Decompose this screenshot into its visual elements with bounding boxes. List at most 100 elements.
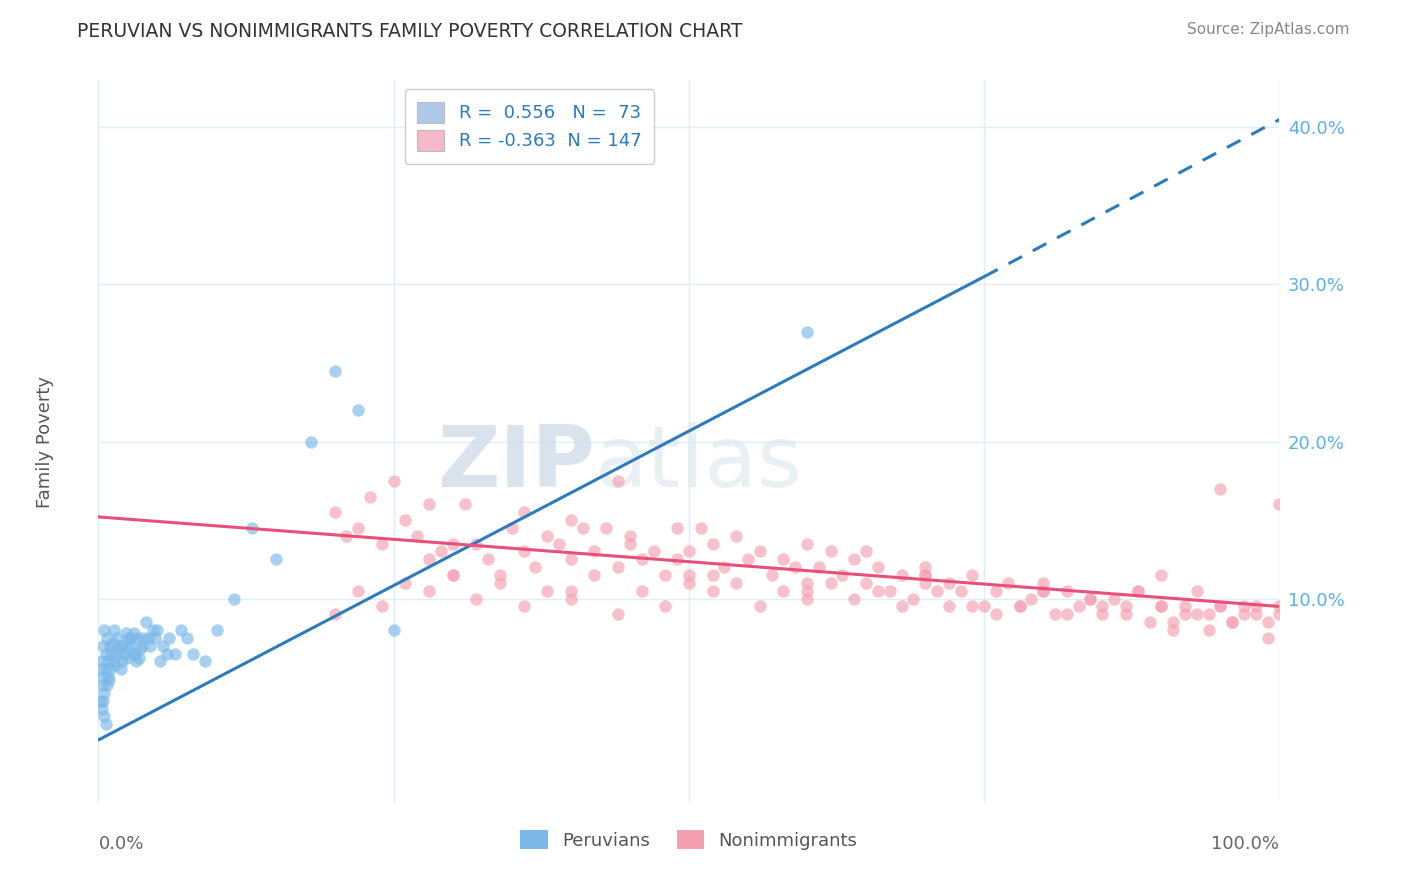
Point (1209, 599, 1232, 614)
Point (1056, 583, 1078, 598)
Text: PERUVIAN VS NONIMMIGRANTS FAMILY POVERTY CORRELATION CHART: PERUVIAN VS NONIMMIGRANTS FAMILY POVERTY… (77, 22, 742, 41)
Point (678, 568, 700, 582)
Point (702, 536, 724, 550)
Point (796, 575, 818, 590)
Point (110, 662, 132, 676)
Point (149, 655, 172, 669)
Point (93, 686, 115, 700)
Point (1032, 583, 1054, 598)
Point (170, 623, 193, 637)
Point (914, 560, 936, 574)
Point (114, 626, 136, 640)
Point (477, 552, 499, 566)
Point (181, 647, 204, 661)
Point (90, 694, 112, 708)
Text: Family Poverty: Family Poverty (37, 376, 55, 508)
Point (264, 552, 287, 566)
Point (595, 521, 617, 535)
Point (224, 591, 246, 606)
Point (418, 552, 440, 566)
Point (890, 568, 912, 582)
Point (1056, 607, 1078, 622)
Text: ZIP: ZIP (437, 422, 595, 505)
Point (240, 521, 263, 535)
Point (1233, 599, 1256, 614)
Point (1244, 607, 1267, 622)
Point (560, 583, 582, 598)
Point (125, 655, 148, 669)
Point (831, 568, 853, 582)
Point (1257, 615, 1279, 630)
Point (157, 631, 180, 645)
Point (152, 639, 174, 653)
Point (90, 662, 112, 676)
Point (299, 434, 322, 449)
Point (91, 678, 114, 692)
Point (118, 641, 141, 656)
Point (91, 694, 114, 708)
Point (489, 575, 512, 590)
Point (984, 583, 1007, 598)
Point (359, 490, 381, 504)
Point (176, 631, 198, 645)
Point (725, 575, 748, 590)
Point (1198, 607, 1220, 622)
Point (914, 568, 936, 582)
Point (713, 560, 735, 574)
Point (97, 670, 120, 684)
Point (1198, 623, 1220, 637)
Point (323, 505, 346, 519)
Point (371, 599, 394, 614)
Point (323, 364, 346, 378)
Point (630, 583, 652, 598)
Point (1150, 599, 1173, 614)
Point (112, 639, 135, 653)
Point (124, 647, 146, 661)
Point (689, 521, 711, 535)
Point (583, 544, 606, 558)
Point (406, 529, 429, 543)
Point (1161, 623, 1184, 637)
Point (1161, 615, 1184, 630)
Point (165, 647, 187, 661)
Point (772, 552, 794, 566)
Point (536, 583, 558, 598)
Point (1102, 591, 1125, 606)
Point (1008, 599, 1031, 614)
Point (737, 552, 759, 566)
Point (962, 568, 984, 582)
Point (984, 607, 1007, 622)
Point (93, 623, 115, 637)
Point (121, 631, 143, 645)
Point (132, 631, 155, 645)
Point (796, 591, 818, 606)
Point (796, 583, 818, 598)
Point (725, 529, 748, 543)
Point (128, 641, 150, 656)
Point (101, 635, 124, 649)
Point (619, 536, 641, 550)
Point (131, 639, 153, 653)
Point (890, 599, 912, 614)
Point (702, 568, 724, 582)
Point (607, 607, 630, 622)
Point (430, 544, 453, 558)
Point (925, 583, 948, 598)
Point (855, 544, 877, 558)
Text: 100.0%: 100.0% (1212, 835, 1279, 854)
Point (156, 647, 179, 661)
Point (127, 631, 149, 645)
Point (630, 552, 652, 566)
Point (796, 325, 818, 339)
Point (105, 647, 128, 661)
Point (512, 599, 534, 614)
Point (914, 568, 936, 582)
Point (879, 583, 901, 598)
Point (1209, 599, 1232, 614)
Point (142, 623, 165, 637)
Point (1220, 615, 1243, 630)
Point (1080, 591, 1102, 606)
Point (501, 521, 523, 535)
Point (418, 497, 440, 511)
Point (997, 575, 1019, 590)
